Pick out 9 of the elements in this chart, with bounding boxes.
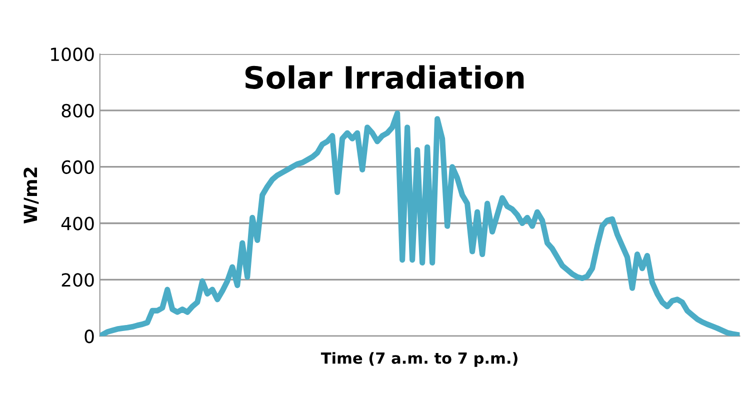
y-tick-label: 1000 — [51, 47, 94, 62]
chart-title: Solar Irradiation — [245, 65, 524, 89]
y-tick-label: 800 — [62, 104, 94, 118]
y-tick-label: 0 — [84, 330, 94, 344]
y-axis-title: W/m2 — [24, 168, 39, 224]
x-axis-title: Time (7 a.m. to 7 p.m.) — [320, 352, 518, 367]
y-tick-label: 200 — [62, 273, 94, 287]
y-tick-label: 600 — [62, 160, 94, 174]
y-tick-label: 400 — [61, 216, 94, 230]
